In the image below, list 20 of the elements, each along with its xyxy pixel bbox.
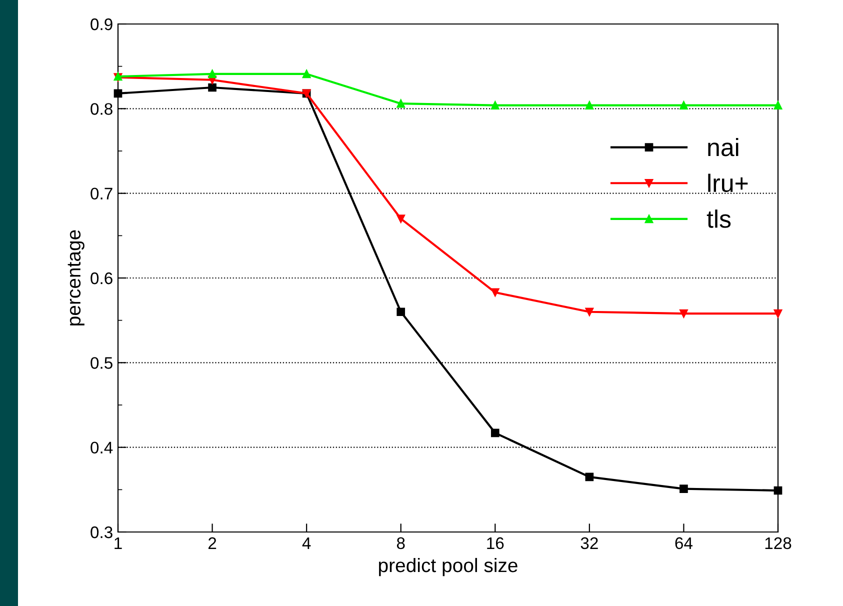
y-tick-label: 0.8: [90, 103, 112, 115]
y-axis-title: percentage: [68, 230, 84, 326]
x-tick-label: 16: [487, 537, 504, 550]
y-tick-label: 0.9: [90, 18, 112, 30]
y-tick-label: 0.7: [90, 188, 112, 200]
x-tick-label: 64: [675, 537, 692, 550]
x-tick-label: 128: [765, 537, 792, 550]
x-axis-title: predict pool size: [379, 558, 518, 576]
x-tick-label: 4: [302, 537, 311, 549]
legend-label: tls: [706, 210, 731, 228]
x-tick-label: 32: [580, 537, 598, 550]
y-tick-label: 0.5: [90, 357, 112, 369]
y-tick-label: 0.6: [90, 272, 112, 284]
y-tick-label: 0.3: [90, 526, 112, 538]
legend-label: nai: [708, 138, 738, 156]
x-tick-label: 8: [396, 537, 405, 550]
x-tick-label: 1: [114, 537, 122, 549]
legend-label: lru+: [708, 174, 748, 192]
x-tick-label: 2: [208, 537, 216, 549]
y-tick-label: 0.4: [90, 442, 113, 454]
